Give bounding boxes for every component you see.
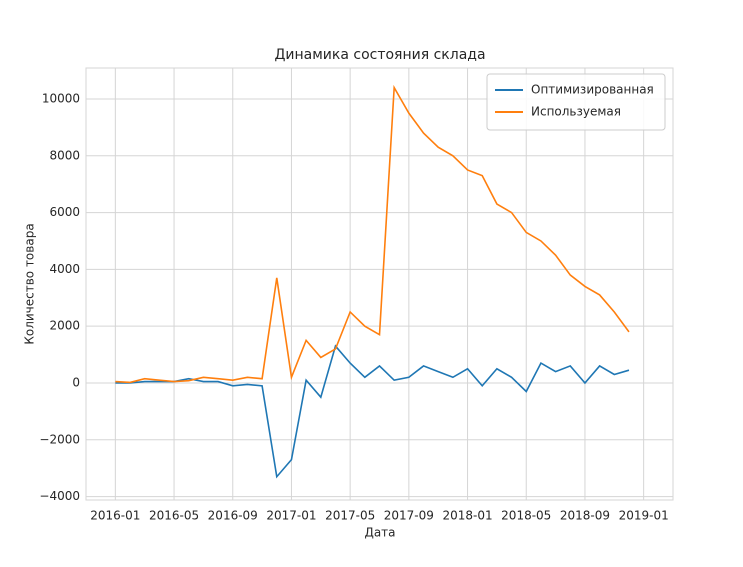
y-tick-label: 6000 (49, 205, 80, 219)
y-tick-label: 10000 (42, 91, 80, 105)
legend-label: Оптимизированная (531, 83, 654, 97)
y-tick-label: −4000 (39, 489, 80, 503)
x-tick-label: 2016-05 (149, 509, 199, 523)
x-tick-label: 2018-09 (560, 509, 610, 523)
legend-label: Используемая (531, 105, 621, 119)
x-tick-label: 2017-05 (325, 509, 375, 523)
x-tick-label: 2016-09 (208, 509, 258, 523)
y-axis-label: Количество товара (23, 223, 37, 344)
y-tick-label: 0 (72, 375, 80, 389)
plot-frame (85, 67, 674, 501)
x-tick-label: 2017-09 (384, 509, 434, 523)
x-tick-label: 2019-01 (619, 509, 669, 523)
y-tick-label: 2000 (49, 319, 80, 333)
y-tick-label: 4000 (49, 262, 80, 276)
x-tick-label: 2017-01 (266, 509, 316, 523)
y-tick-label: 8000 (49, 148, 80, 162)
x-tick-label: 2018-01 (442, 509, 492, 523)
chart-title: Динамика состояния склада (274, 47, 485, 63)
data-line (115, 344, 630, 479)
y-tick-label: −2000 (39, 432, 80, 446)
x-tick-label: 2018-05 (501, 509, 551, 523)
legend-box (486, 73, 666, 131)
data-line (115, 84, 630, 384)
x-axis-label: Дата (364, 526, 395, 540)
x-tick-label: 2016-01 (90, 509, 140, 523)
